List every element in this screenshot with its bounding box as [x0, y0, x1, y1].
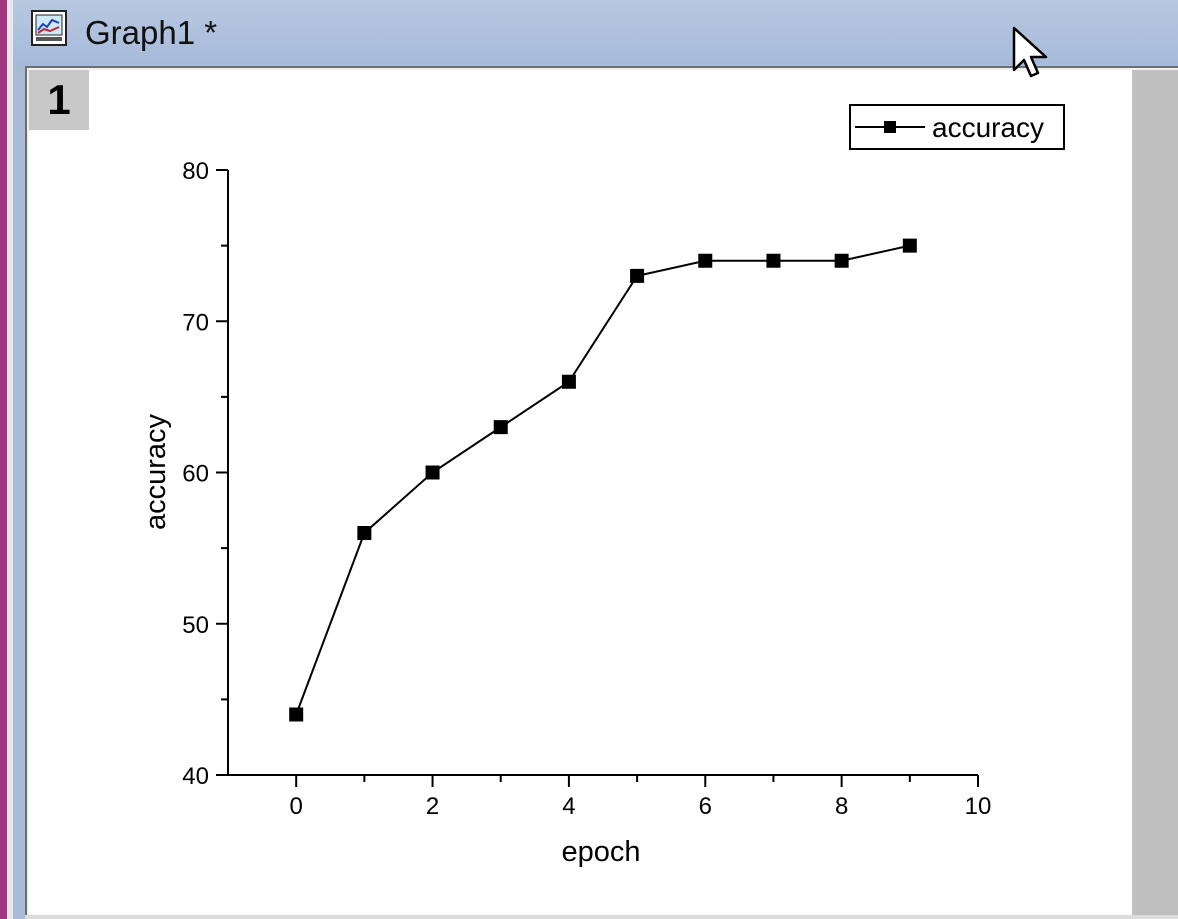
chart-series [289, 238, 917, 722]
series-line-accuracy [295, 244, 911, 715]
x-tick-label: 8 [835, 793, 848, 820]
window-title: Graph1 * [85, 14, 218, 51]
x-axis-label: epoch [561, 836, 640, 868]
x-tick-label: 4 [562, 793, 575, 820]
data-point [357, 526, 372, 540]
data-point [834, 253, 849, 268]
layer-number-badge[interactable]: 1 [29, 70, 89, 130]
legend-marker [884, 121, 896, 133]
data-point [766, 253, 781, 268]
data-point [902, 238, 917, 253]
data-point [425, 465, 440, 480]
x-tick-label: 0 [290, 793, 303, 820]
window-left-accent [0, 0, 7, 919]
graph-window-titlebar[interactable]: Graph1 * [13, 0, 1178, 66]
data-point [630, 268, 645, 283]
data-point [698, 253, 713, 268]
window-left-edge [7, 0, 13, 919]
y-axis-label: accuracy [140, 413, 172, 530]
window-bottom-edge [25, 915, 1178, 919]
legend-entry-accuracy: accuracy [932, 112, 1044, 143]
page-gutter [1132, 70, 1178, 915]
data-point [561, 374, 576, 389]
data-point [493, 420, 508, 435]
y-tick-label: 40 [182, 763, 209, 790]
y-tick-label: 50 [182, 612, 209, 639]
data-point [289, 707, 304, 722]
y-tick-label: 80 [182, 158, 209, 185]
chart-legend[interactable]: accuracy [849, 104, 1065, 150]
y-tick-label: 70 [182, 309, 209, 336]
x-tick-label: 2 [426, 793, 439, 820]
mouse-pointer-icon [1012, 26, 1048, 78]
x-tick-label: 10 [965, 793, 992, 820]
chart-axes: 0 2 4 6 8 10 40 50 60 70 80 [182, 158, 991, 820]
x-tick-label: 6 [699, 793, 712, 820]
y-tick-label: 60 [182, 461, 209, 488]
graph-window-icon[interactable] [31, 10, 67, 46]
graph-window-icon-glyph [34, 13, 64, 43]
